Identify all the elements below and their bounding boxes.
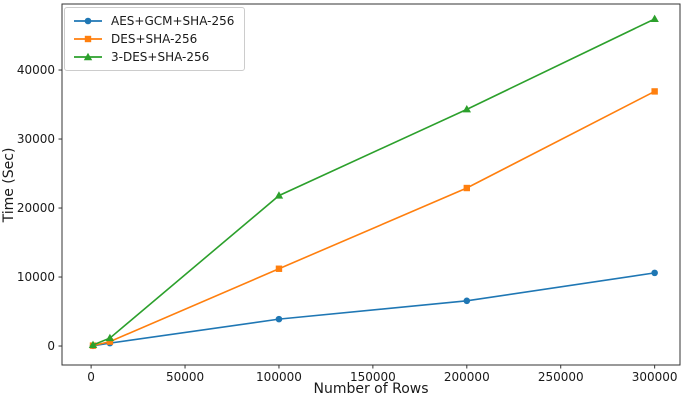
y-axis-label: Time (Sec)	[1, 147, 17, 223]
data-point-marker	[105, 333, 115, 342]
legend-item: AES+GCM+SHA-256	[73, 12, 234, 30]
plot-border	[61, 3, 681, 366]
x-tick-label: 0	[87, 370, 95, 384]
legend-label: AES+GCM+SHA-256	[111, 14, 235, 28]
x-tick-label: 50000	[166, 370, 204, 384]
data-point-marker	[88, 340, 98, 348]
series-line-des-sha-256	[92, 90, 656, 347]
legend-label: DES+SHA-256	[111, 32, 198, 46]
y-tick-label: 40000	[17, 63, 55, 77]
x-tick-label: 300000	[632, 370, 678, 384]
y-tick-label: 30000	[17, 132, 55, 146]
data-point-marker	[275, 265, 283, 272]
x-tick-label: 250000	[538, 370, 584, 384]
data-point-marker	[650, 14, 659, 22]
legend-line-square-marker-icon	[74, 35, 102, 43]
data-point-marker	[106, 338, 114, 345]
data-point-marker	[275, 315, 283, 323]
legend: AES+GCM+SHA-256 DES+SHA-256 3-DES+SHA-25…	[64, 7, 246, 71]
series-line-aes-gcm-sha-256	[92, 272, 655, 347]
legend-label: 3-DES+SHA-256	[111, 50, 210, 64]
x-axis-label: Number of Rows	[313, 381, 429, 397]
data-point-marker	[463, 184, 470, 192]
data-point-marker	[274, 191, 284, 199]
data-point-marker	[463, 297, 471, 305]
x-tick-label: 100000	[256, 370, 302, 384]
data-point-marker	[651, 88, 658, 95]
y-tick-label: 20000	[17, 201, 55, 215]
legend-item: DES+SHA-256	[73, 30, 234, 48]
legend-line-triangle-marker-icon	[74, 52, 102, 61]
x-tick-label: 200000	[444, 370, 490, 384]
legend-line-circle-marker-icon	[74, 17, 102, 25]
x-tick-label: 150000	[350, 370, 396, 384]
y-tick-label: 0	[47, 339, 55, 353]
y-tick-label: 10000	[17, 270, 55, 284]
data-point-marker	[462, 104, 471, 113]
legend-item: 3-DES+SHA-256	[73, 48, 234, 66]
data-point-marker	[651, 269, 658, 277]
